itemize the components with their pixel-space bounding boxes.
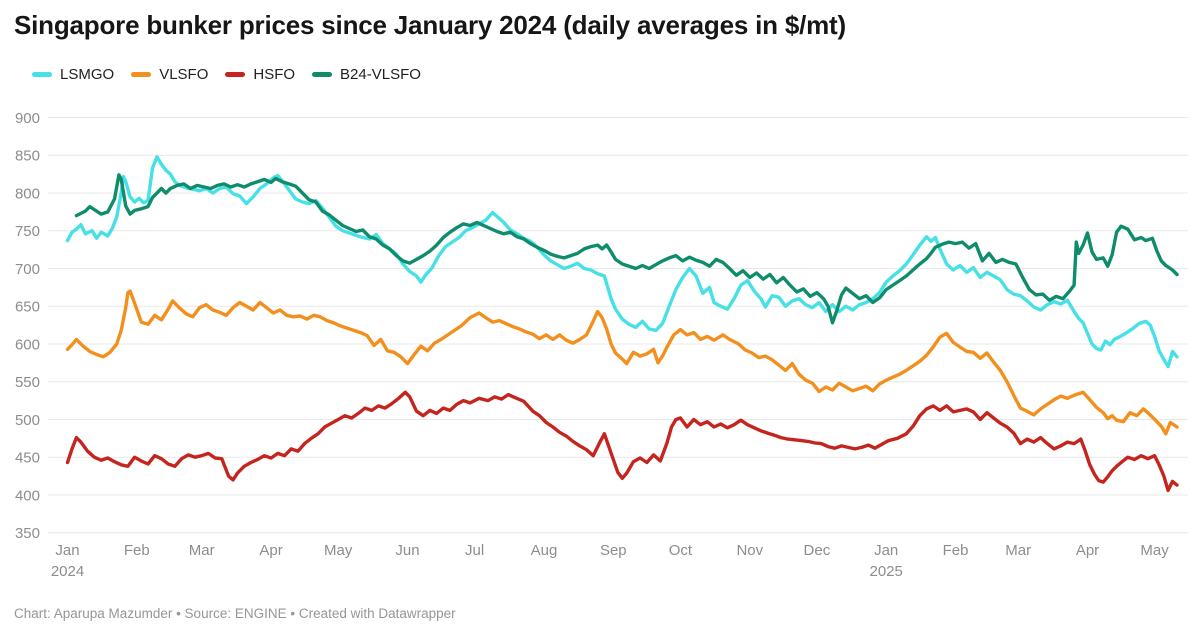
x-tick-label-sep: Sep	[600, 542, 627, 559]
legend-item-b24-vlsfo: B24-VLSFO	[312, 66, 421, 83]
legend-swatch-vlsfo	[131, 72, 152, 77]
x-tick-label-apr: Apr	[259, 542, 282, 559]
y-axis-labels: 900 850 800 750 700 650 600 550 500 450 400 350	[15, 110, 40, 542]
legend-label: B24-VLSFO	[340, 66, 421, 83]
x-tick-label-may: May	[1140, 542, 1169, 559]
series-line-hsfo[interactable]	[65, 390, 1179, 493]
series-line-vlsfo[interactable]	[65, 289, 1179, 436]
y-tick-label-900: 900	[15, 110, 40, 127]
series-line-b24-vlsfo[interactable]	[74, 173, 1179, 325]
series-line-lsmgo[interactable]	[65, 155, 1179, 369]
y-tick-label-850: 850	[15, 148, 40, 165]
x-tick-year-2024: 2024	[51, 563, 84, 580]
x-tick-label-jul: Jul	[465, 542, 484, 559]
series-lines	[65, 155, 1179, 493]
y-tick-label-800: 800	[15, 186, 40, 203]
x-tick-label-jan-2024: Jan	[55, 542, 79, 559]
y-tick-label-400: 400	[15, 488, 40, 505]
y-tick-label-750: 750	[15, 223, 40, 240]
legend-label: VLSFO	[159, 66, 209, 83]
legend-label: LSMGO	[60, 66, 115, 83]
gridlines	[48, 117, 1188, 534]
legend-item-hsfo: HSFO	[225, 66, 295, 83]
x-tick-label-may: May	[324, 542, 353, 559]
legend-swatch-b24-vlsfo	[312, 72, 333, 77]
x-tick-label-feb: Feb	[124, 542, 150, 559]
y-tick-label-450: 450	[15, 450, 40, 467]
x-tick-label-jan-2025: Jan	[874, 542, 898, 559]
y-tick-label-350: 350	[15, 525, 40, 542]
y-tick-label-700: 700	[15, 261, 40, 278]
chart-title: Singapore bunker prices since January 20…	[14, 10, 846, 40]
y-tick-label-600: 600	[15, 337, 40, 354]
legend-label: HSFO	[253, 66, 296, 83]
x-tick-year-2025: 2025	[870, 563, 903, 580]
x-tick-label-apr: Apr	[1076, 542, 1099, 559]
x-tick-label-mar: Mar	[1005, 542, 1031, 559]
legend: LSMGO VLSFO HSFO B24-VLSFO	[32, 66, 421, 83]
x-tick-label-nov: Nov	[736, 542, 763, 559]
y-tick-label-500: 500	[15, 412, 40, 429]
x-tick-label-oct: Oct	[669, 542, 693, 559]
y-tick-label-550: 550	[15, 374, 40, 391]
chart-footer-attribution: Chart: Aparupa Mazumder • Source: ENGINE…	[14, 606, 456, 621]
x-tick-label-mar: Mar	[189, 542, 215, 559]
legend-swatch-hsfo	[225, 72, 246, 77]
x-tick-label-dec: Dec	[804, 542, 831, 559]
x-tick-label-jun: Jun	[395, 542, 419, 559]
x-tick-label-feb: Feb	[943, 542, 969, 559]
legend-item-vlsfo: VLSFO	[131, 66, 208, 83]
legend-item-lsmgo: LSMGO	[32, 66, 114, 83]
y-tick-label-650: 650	[15, 299, 40, 316]
x-axis-labels: Jan 2024 Feb Mar Apr May Jun Jul Aug Sep Oct Nov Dec…	[51, 542, 1169, 580]
legend-swatch-lsmgo	[32, 72, 52, 77]
x-tick-label-aug: Aug	[531, 542, 558, 559]
